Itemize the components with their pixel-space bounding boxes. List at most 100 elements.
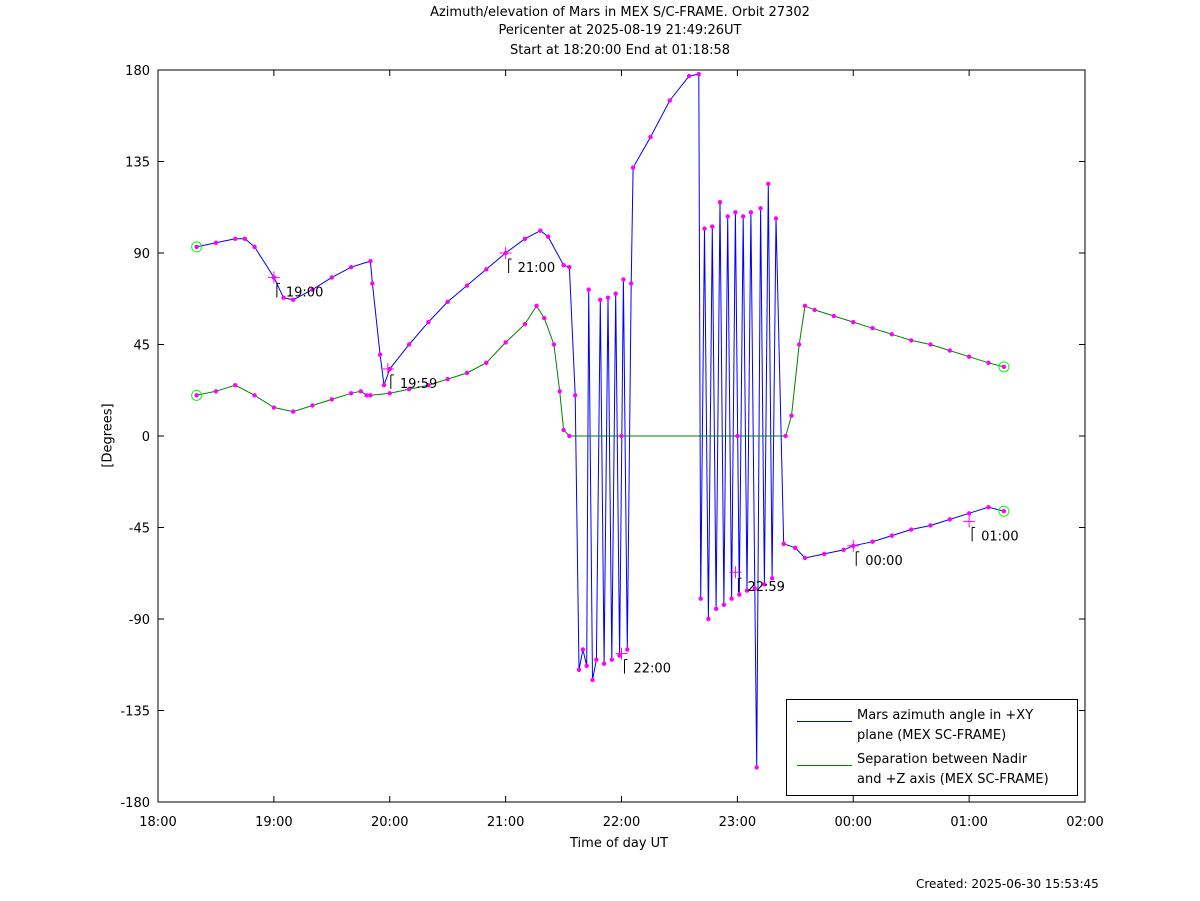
data-point	[702, 226, 707, 231]
legend-item-azimuth: Mars azimuth angle in +XY plane (MEX SC-…	[797, 706, 1067, 746]
data-point	[966, 511, 972, 516]
data-point	[928, 342, 933, 347]
data-point	[667, 98, 672, 103]
data-point	[567, 433, 572, 439]
created-timestamp: Created: 2025-06-30 15:53:45	[916, 877, 1099, 891]
data-point	[329, 275, 335, 280]
endpoint-marker	[998, 361, 1010, 373]
data-point	[464, 370, 470, 376]
data-point	[783, 433, 788, 439]
y-tick-label: 135	[125, 156, 150, 171]
data-point	[484, 267, 489, 272]
data-point	[752, 586, 757, 591]
data-point	[628, 281, 634, 286]
data-point	[557, 389, 562, 394]
data-point	[625, 647, 630, 652]
data-point	[358, 389, 363, 394]
data-point	[484, 360, 489, 365]
x-tick-label: 22:00	[603, 815, 640, 830]
data-point	[908, 338, 914, 343]
data-point	[522, 321, 528, 327]
data-point	[748, 210, 754, 215]
data-point	[740, 214, 746, 219]
legend-label-azimuth-2: plane (MEX SC-FRAME)	[857, 728, 1007, 743]
data-point	[426, 319, 431, 325]
data-point	[630, 165, 636, 170]
data-point	[831, 313, 837, 319]
data-point	[370, 281, 375, 286]
endpoint-marker	[998, 505, 1010, 517]
data-point	[271, 405, 277, 410]
annotation-label: 01:00	[981, 529, 1018, 544]
data-point	[426, 382, 431, 388]
y-tick-label: 90	[133, 247, 150, 262]
data-point	[538, 228, 543, 233]
data-point	[348, 391, 354, 396]
data-point	[947, 348, 953, 353]
annotation-label: 19:59	[400, 377, 437, 392]
data-point	[594, 657, 599, 662]
legend-label-separation-1: Separation between Nadir	[857, 752, 1028, 767]
legend: Mars azimuth angle in +XY plane (MEX SC-…	[786, 699, 1078, 796]
data-point	[908, 527, 914, 532]
data-point	[851, 319, 856, 325]
data-point	[601, 661, 607, 666]
data-point	[194, 393, 199, 398]
chart-subtitle-time-range: Start at 18:20:00 End at 01:18:58	[509, 43, 731, 58]
data-point	[737, 592, 742, 597]
data-point	[889, 533, 895, 538]
data-point	[364, 393, 369, 398]
legend-label-separation-2: and +Z axis (MEX SC-FRAME)	[857, 772, 1049, 787]
data-point	[310, 403, 315, 408]
data-point	[698, 596, 703, 601]
x-tick-label: 23:00	[719, 815, 756, 830]
data-point	[613, 291, 618, 296]
data-point	[648, 134, 653, 140]
y-axis-label: [Degrees]	[100, 403, 116, 468]
data-point	[290, 409, 296, 414]
data-point	[793, 545, 798, 551]
y-tick-label: 180	[125, 64, 150, 79]
data-point	[542, 315, 547, 321]
x-tick-label: 18:00	[139, 815, 176, 830]
data-point	[572, 393, 578, 398]
data-point	[796, 342, 802, 347]
data-point	[381, 382, 387, 388]
data-point	[561, 427, 566, 433]
data-point	[773, 216, 779, 221]
data-point	[522, 236, 528, 241]
annotation-label: 00:00	[865, 554, 902, 569]
data-point	[889, 332, 895, 337]
annotation-label: 22:59	[747, 580, 784, 595]
data-point	[310, 287, 315, 292]
data-point	[598, 297, 603, 302]
data-point	[584, 663, 589, 668]
data-point	[619, 433, 624, 439]
data-point	[609, 657, 615, 662]
legend-item-separation: Separation between Nadir and +Z axis (ME…	[797, 750, 1067, 790]
x-tick-label: 02:00	[1066, 815, 1103, 830]
data-point	[590, 677, 595, 683]
data-point	[551, 342, 557, 347]
data-point	[213, 389, 219, 394]
data-point	[781, 541, 786, 546]
data-point	[841, 547, 846, 553]
data-point	[725, 214, 730, 219]
endpoint-marker	[191, 241, 203, 253]
data-point	[769, 576, 775, 581]
annotation-label: 22:00	[634, 662, 671, 677]
y-tick-label: -45	[129, 522, 150, 537]
annotation-label: 21:00	[518, 261, 555, 276]
data-point	[947, 517, 953, 522]
data-point	[733, 210, 738, 215]
data-point	[252, 244, 257, 250]
x-tick-label: 19:00	[255, 815, 292, 830]
data-point	[966, 354, 972, 359]
data-point	[928, 523, 933, 528]
data-point	[252, 393, 257, 398]
data-point	[464, 283, 470, 288]
x-tick-label: 21:00	[487, 815, 524, 830]
data-point	[1001, 509, 1007, 514]
data-point	[1001, 364, 1007, 370]
